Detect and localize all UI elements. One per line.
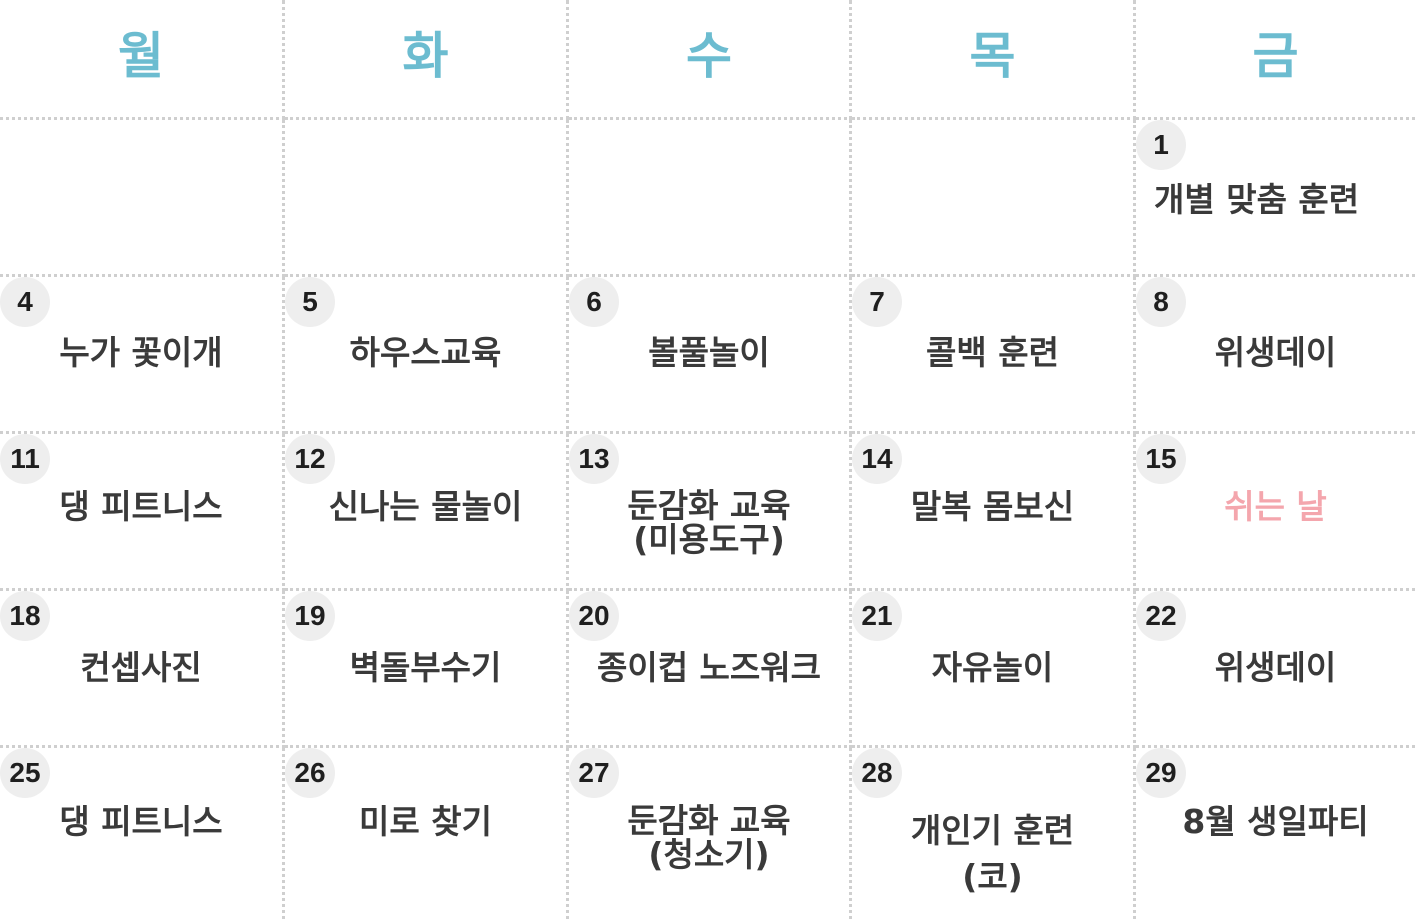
day-number: 19 [285, 591, 335, 641]
event-title: 벽돌부수기 [349, 648, 502, 687]
day-number: 29 [1136, 748, 1186, 798]
day-cell: 13 둔감화 교육 (미용도구) [569, 434, 852, 591]
weekday-label: 수 [686, 26, 732, 85]
day-number: 11 [0, 434, 50, 484]
day-number: 28 [852, 748, 902, 798]
day-cell: 26 미로 찾기 [285, 748, 569, 919]
event-title: 신나는 물놀이 [328, 487, 523, 526]
day-cell: 18 컨셉사진 [0, 591, 285, 748]
day-number: 14 [852, 434, 902, 484]
event-title: 개별 맞춤 훈련 [1154, 180, 1360, 219]
day-cell: 15 쉬는 날 [1136, 434, 1415, 591]
event-title: 개인기 훈련 (코) [852, 808, 1133, 900]
weekday-header-wed: 수 [569, 0, 852, 120]
event-title: 댕 피트니스 [59, 802, 223, 841]
event-title-line1: 둔감화 교육 [627, 801, 791, 840]
day-cell: 20 종이컵 노즈워크 [569, 591, 852, 748]
day-cell-empty [285, 120, 569, 277]
event-title: 종이컵 노즈워크 [596, 648, 821, 687]
event-title: 위생데이 [1214, 648, 1337, 687]
weekday-label: 월 [118, 26, 164, 85]
day-cell: 12 신나는 물놀이 [285, 434, 569, 591]
day-cell: 22 위생데이 [1136, 591, 1415, 748]
day-number: 22 [1136, 591, 1186, 641]
event-title: 말복 몸보신 [910, 487, 1075, 526]
day-number: 5 [285, 277, 335, 327]
event-title-rest-day: 쉬는 날 [1224, 487, 1327, 526]
day-cell: 28 개인기 훈련 (코) [852, 748, 1136, 919]
day-number: 25 [0, 748, 50, 798]
event-title: 8월 생일파티 [1182, 802, 1369, 841]
day-cell: 21 자유놀이 [852, 591, 1136, 748]
day-cell: 14 말복 몸보신 [852, 434, 1136, 591]
weekday-header-thu: 목 [852, 0, 1136, 120]
weekday-label: 화 [402, 26, 449, 85]
event-title: 댕 피트니스 [59, 487, 223, 526]
day-number: 26 [285, 748, 335, 798]
event-title-line2: (청소기) [648, 835, 770, 874]
day-cell-empty [569, 120, 852, 277]
event-title: 컨셉사진 [80, 648, 202, 687]
day-number: 18 [0, 591, 50, 641]
event-title-line1: 개인기 훈련 [910, 811, 1075, 850]
weekday-label: 목 [969, 26, 1016, 85]
event-title: 콜백 훈련 [926, 333, 1059, 372]
event-title: 누가 꽃이개 [59, 333, 223, 372]
day-cell: 5 하우스교육 [285, 277, 569, 434]
weekday-header-mon: 월 [0, 0, 285, 120]
event-title: 미로 찾기 [359, 802, 492, 841]
event-title: 자유놀이 [931, 648, 1054, 687]
day-number: 27 [569, 748, 619, 798]
weekday-header-tue: 화 [285, 0, 569, 120]
day-cell: 19 벽돌부수기 [285, 591, 569, 748]
day-cell: 6 볼풀놀이 [569, 277, 852, 434]
day-cell: 1 개별 맞춤 훈련 [1136, 120, 1415, 277]
day-cell: 8 위생데이 [1136, 277, 1415, 434]
event-title-line2: (미용도구) [633, 520, 785, 559]
weekday-header-fri: 금 [1136, 0, 1415, 120]
day-number: 4 [0, 277, 50, 327]
event-title: 둔감화 교육 (청소기) [569, 804, 849, 872]
day-number: 7 [852, 277, 902, 327]
event-title-line2: (코) [962, 857, 1023, 896]
day-number: 1 [1136, 120, 1186, 170]
day-cell-empty [0, 120, 285, 277]
day-number: 13 [569, 434, 619, 484]
day-cell: 25 댕 피트니스 [0, 748, 285, 919]
weekday-label: 금 [1252, 26, 1299, 85]
day-cell: 27 둔감화 교육 (청소기) [569, 748, 852, 919]
day-cell: 11 댕 피트니스 [0, 434, 285, 591]
day-number: 15 [1136, 434, 1186, 484]
day-number: 20 [569, 591, 619, 641]
day-number: 6 [569, 277, 619, 327]
event-title: 볼풀놀이 [648, 333, 770, 372]
day-cell-empty [852, 120, 1136, 277]
day-number: 12 [285, 434, 335, 484]
event-title: 둔감화 교육 (미용도구) [569, 489, 849, 557]
event-title: 하우스교육 [349, 333, 502, 372]
day-cell: 29 8월 생일파티 [1136, 748, 1415, 919]
day-number: 21 [852, 591, 902, 641]
day-cell: 4 누가 꽃이개 [0, 277, 285, 434]
event-title: 위생데이 [1214, 333, 1337, 372]
day-cell: 7 콜백 훈련 [852, 277, 1136, 434]
event-title-line1: 둔감화 교육 [627, 486, 791, 525]
day-number: 8 [1136, 277, 1186, 327]
